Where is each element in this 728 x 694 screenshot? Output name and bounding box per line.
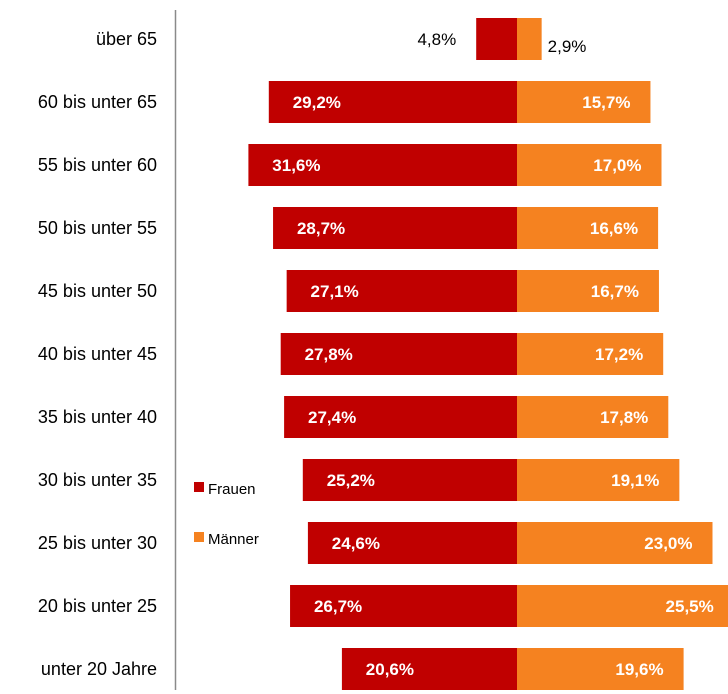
- category-label: 25 bis unter 30: [38, 533, 157, 553]
- value-label-maenner: 16,7%: [591, 282, 639, 301]
- category-label: 20 bis unter 25: [38, 596, 157, 616]
- value-label-maenner: 16,6%: [590, 219, 638, 238]
- legend-swatch-maenner: [194, 532, 204, 542]
- bar-maenner: [517, 144, 662, 186]
- bar-maenner: [517, 333, 664, 375]
- category-label: über 65: [96, 29, 157, 49]
- bar-maenner: [517, 459, 680, 501]
- bar-frauen: [273, 207, 517, 249]
- value-label-frauen: 27,1%: [311, 282, 359, 301]
- value-label-maenner: 23,0%: [644, 534, 692, 553]
- value-labels: 4,8% 2,9% 29,2% 15,7% 31,6% 17,0% 28,7% 16,6% 27…: [272, 30, 713, 679]
- bar-maenner: [517, 207, 659, 249]
- value-label-maenner: 17,0%: [593, 156, 641, 175]
- value-label-maenner: 19,6%: [615, 660, 663, 679]
- bar-maenner: [517, 522, 713, 564]
- bar-frauen: [280, 333, 517, 375]
- bar-frauen: [290, 585, 517, 627]
- value-label-frauen: 27,4%: [308, 408, 356, 427]
- value-label-frauen: 24,6%: [332, 534, 380, 553]
- legend: Frauen Männer: [194, 481, 259, 548]
- value-label-frauen: 29,2%: [293, 93, 341, 112]
- value-label-frauen: 31,6%: [272, 156, 320, 175]
- category-label: 30 bis unter 35: [38, 470, 157, 490]
- value-label-maenner: 19,1%: [611, 471, 659, 490]
- value-label-maenner: 15,7%: [582, 93, 630, 112]
- bar-frauen: [341, 648, 517, 690]
- category-label: 50 bis unter 55: [38, 218, 157, 238]
- bar-maenner: [517, 270, 659, 312]
- bar-frauen: [268, 81, 517, 123]
- value-label-frauen: 4,8%: [417, 30, 456, 49]
- bar-maenner: [517, 81, 651, 123]
- value-label-frauen: 26,7%: [314, 597, 362, 616]
- value-label-frauen: 25,2%: [327, 471, 375, 490]
- value-label-frauen: 20,6%: [366, 660, 414, 679]
- value-label-frauen: 28,7%: [297, 219, 345, 238]
- bars: [248, 18, 728, 690]
- bar-frauen: [284, 396, 517, 438]
- bar-frauen: [476, 18, 517, 60]
- bar-maenner: [517, 396, 669, 438]
- category-label: 35 bis unter 40: [38, 407, 157, 427]
- bar-frauen: [307, 522, 517, 564]
- bar-maenner: [517, 585, 728, 627]
- value-label-maenner: 25,5%: [666, 597, 714, 616]
- bar-maenner: [517, 18, 542, 60]
- value-label-maenner: 2,9%: [548, 37, 587, 56]
- category-label: 60 bis unter 65: [38, 92, 157, 112]
- value-label-maenner: 17,8%: [600, 408, 648, 427]
- category-label: 55 bis unter 60: [38, 155, 157, 175]
- category-labels: über 65 60 bis unter 65 55 bis unter 60 50 …: [38, 29, 157, 679]
- category-label: 45 bis unter 50: [38, 281, 157, 301]
- category-label: unter 20 Jahre: [41, 659, 157, 679]
- value-label-maenner: 17,2%: [595, 345, 643, 364]
- legend-label-maenner: Männer: [208, 531, 259, 548]
- bar-maenner: [517, 648, 684, 690]
- bar-frauen: [286, 270, 517, 312]
- bar-frauen: [248, 144, 517, 186]
- value-label-frauen: 27,8%: [305, 345, 353, 364]
- legend-label-frauen: Frauen: [208, 481, 256, 498]
- category-label: 40 bis unter 45: [38, 344, 157, 364]
- legend-swatch-frauen: [194, 482, 204, 492]
- bar-frauen: [302, 459, 517, 501]
